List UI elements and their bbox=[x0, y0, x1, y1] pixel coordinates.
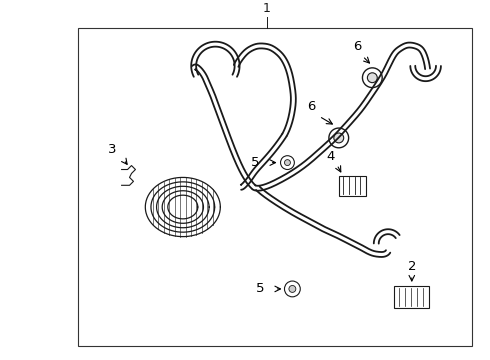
Bar bbox=[78, 28, 472, 346]
Circle shape bbox=[281, 156, 294, 170]
Text: 5: 5 bbox=[251, 156, 260, 169]
Circle shape bbox=[289, 285, 296, 292]
Text: 5: 5 bbox=[256, 283, 265, 296]
Text: 3: 3 bbox=[107, 143, 116, 156]
Circle shape bbox=[329, 128, 348, 148]
Text: 1: 1 bbox=[263, 3, 270, 15]
Circle shape bbox=[285, 159, 291, 166]
Circle shape bbox=[285, 281, 300, 297]
Text: 4: 4 bbox=[327, 150, 335, 163]
Circle shape bbox=[368, 73, 377, 83]
Text: 6: 6 bbox=[307, 100, 316, 113]
Text: 6: 6 bbox=[353, 40, 362, 53]
Bar bbox=[339, 176, 367, 196]
Circle shape bbox=[363, 68, 382, 87]
Circle shape bbox=[334, 133, 343, 143]
Bar bbox=[394, 286, 429, 308]
Text: 2: 2 bbox=[408, 260, 416, 273]
